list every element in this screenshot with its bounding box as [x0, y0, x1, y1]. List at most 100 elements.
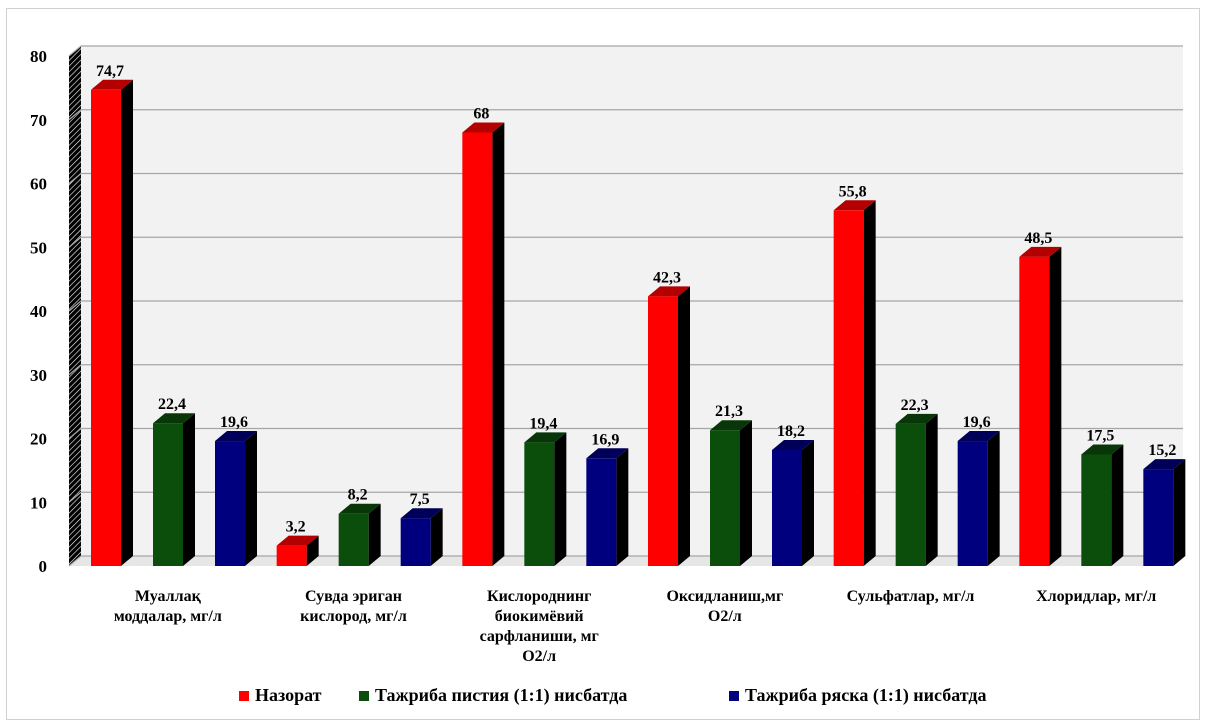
bar — [648, 286, 690, 566]
bar — [833, 200, 876, 566]
legend-label: Тажриба ряска (1:1) нисбатда — [745, 685, 987, 706]
gridline — [68, 236, 1183, 248]
bar-front — [833, 210, 864, 566]
bar-side — [802, 439, 814, 566]
bar-front — [586, 458, 617, 566]
bar-side — [368, 503, 381, 566]
y-tick-label: 80 — [30, 47, 47, 66]
data-label: 21,3 — [715, 403, 743, 420]
y-axis-ticks: 0 10 20 30 40 50 60 70 80 — [30, 47, 47, 576]
y-tick-label: 30 — [30, 366, 47, 385]
bar-side — [740, 420, 752, 566]
bar-top — [1019, 246, 1062, 257]
bar-top — [153, 413, 195, 424]
bar — [153, 413, 195, 566]
category-label: Оксидланиш,мг О2/л — [666, 588, 783, 625]
bar-front — [338, 513, 369, 566]
data-label: 55,8 — [839, 183, 867, 200]
data-label: 16,9 — [591, 431, 619, 448]
bar-top — [1081, 444, 1124, 455]
bar-front — [91, 89, 121, 566]
bar-side — [616, 448, 629, 566]
bar — [276, 535, 319, 566]
data-label: 19,4 — [529, 415, 557, 432]
bar-front — [462, 132, 493, 566]
gridlines — [68, 45, 1183, 567]
data-labels: 74,7 22,4 19,6 3,2 8,2 7,5 68 19,4 16,9 42,3 21,3 1… — [96, 63, 1176, 536]
bar — [1081, 444, 1124, 566]
legend-item: Тажриба пистия (1:1) нисбатда — [359, 685, 627, 706]
bar-side — [430, 508, 443, 566]
bar-top — [215, 431, 257, 442]
bar-front — [153, 423, 183, 566]
bar-top — [276, 535, 319, 546]
bar — [338, 503, 381, 566]
legend-label: Тажриба пистия (1:1) нисбатда — [375, 685, 627, 706]
y-tick-label: 20 — [30, 430, 47, 449]
bar — [524, 432, 567, 566]
category-label: Сульфатлар, мг/л — [847, 588, 975, 605]
legend-swatch — [729, 691, 739, 701]
legend-item: Назорат — [239, 685, 322, 705]
bar-top — [833, 200, 876, 211]
gridline — [68, 172, 1183, 184]
bar-side — [183, 413, 195, 566]
y-tick-label: 40 — [30, 302, 47, 321]
bar — [957, 431, 1000, 566]
bar-side — [1049, 246, 1062, 566]
data-label: 68 — [473, 106, 489, 123]
bar-side — [1173, 459, 1186, 566]
legend-swatch — [239, 691, 249, 701]
data-label: 74,7 — [96, 63, 124, 80]
bar-top — [957, 431, 1000, 442]
data-label: 7,5 — [410, 491, 430, 508]
bar — [710, 420, 752, 566]
legend: Назорат Тажриба пистия (1:1) нисбатда Тажр… — [239, 685, 987, 706]
bar-top — [710, 420, 752, 431]
bar-top — [772, 439, 814, 450]
bar-side — [492, 122, 505, 566]
bar-top — [1143, 459, 1186, 470]
bar-front — [524, 442, 555, 566]
bar-top — [338, 503, 381, 514]
category-label: Муаллақ моддалар, мг/л — [114, 588, 222, 625]
bar-front — [276, 545, 307, 566]
bar — [586, 448, 629, 566]
category-label: Хлоридлар, мг/л — [1036, 588, 1156, 605]
y-tick-label: 0 — [39, 557, 48, 576]
category-label: Сувда эриган кислород, мг/л — [300, 588, 407, 625]
bar-front — [895, 423, 926, 566]
bar-front — [1143, 469, 1174, 566]
chart-frame: 0 10 20 30 40 50 60 70 80 74,7 22,4 19,6 3,2 8,2 7,5 6… — [6, 8, 1200, 720]
bar — [1019, 246, 1062, 566]
bars — [91, 79, 1186, 566]
bar-front — [400, 518, 431, 566]
bar-top — [648, 286, 690, 297]
bar — [772, 439, 814, 566]
data-label: 18,2 — [777, 423, 805, 440]
data-label: 3,2 — [286, 519, 306, 536]
gridline — [68, 45, 1183, 57]
bar-chart: 0 10 20 30 40 50 60 70 80 74,7 22,4 19,6 3,2 8,2 7,5 6… — [30, 45, 1186, 706]
bar-top — [524, 432, 567, 443]
bar-top — [91, 79, 133, 90]
data-label: 48,5 — [1024, 230, 1052, 247]
data-label: 8,2 — [348, 487, 368, 504]
data-label: 19,6 — [220, 414, 248, 431]
category-label: Кислороднинг биокимёвий сарфланиши, мг О2/л — [480, 588, 599, 665]
bar — [215, 431, 257, 566]
gridline — [68, 427, 1183, 439]
gridline — [68, 109, 1183, 121]
gridline — [68, 300, 1183, 312]
bar-side — [245, 431, 257, 566]
bar-side — [306, 535, 319, 566]
y-tick-label: 60 — [30, 175, 47, 194]
bar-front — [648, 296, 678, 566]
data-label: 19,6 — [963, 414, 991, 431]
bar — [895, 413, 938, 566]
data-label: 22,4 — [158, 396, 186, 413]
gridline — [68, 555, 1183, 567]
bar — [91, 79, 133, 566]
y-tick-label: 50 — [30, 238, 47, 257]
bar-front — [957, 441, 988, 566]
